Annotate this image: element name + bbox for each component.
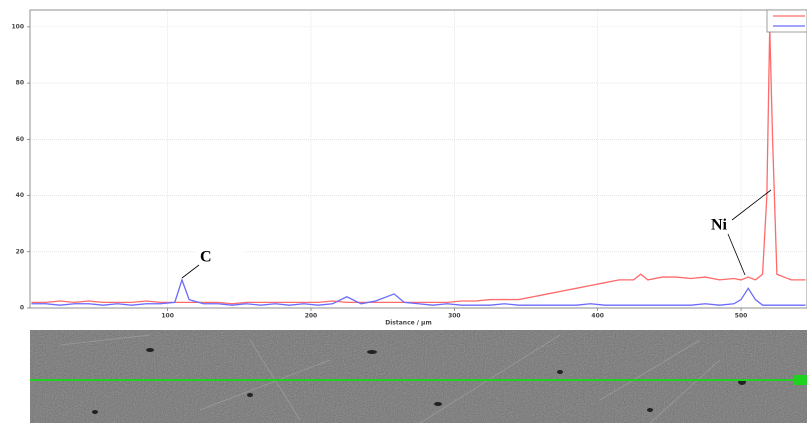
- x-tick-label: 500: [735, 313, 748, 320]
- annotation: C: [200, 249, 212, 266]
- x-axis-label: Distance / µm: [385, 320, 431, 327]
- y-tick-label: 100: [11, 23, 24, 30]
- y-tick-label: 60: [16, 136, 24, 143]
- x-tick-label: 200: [305, 313, 318, 320]
- scan-marker: [794, 375, 807, 385]
- y-tick-label: 0: [20, 305, 24, 312]
- x-tick-label: 300: [448, 313, 461, 320]
- y-tick-label: 80: [16, 80, 24, 87]
- y-tick-label: 20: [16, 248, 24, 255]
- sem-image-texture: [30, 330, 807, 423]
- legend-box: [767, 10, 807, 32]
- y-tick-label: 40: [16, 192, 24, 199]
- x-tick-label: 400: [591, 313, 604, 320]
- annotation: Ni: [711, 217, 728, 234]
- sem-image: [30, 330, 807, 423]
- chart: 0 20 40 60 80 100 100 200 300 400 500 Distance / µm…: [0, 0, 807, 423]
- x-tick-label: 100: [161, 313, 174, 320]
